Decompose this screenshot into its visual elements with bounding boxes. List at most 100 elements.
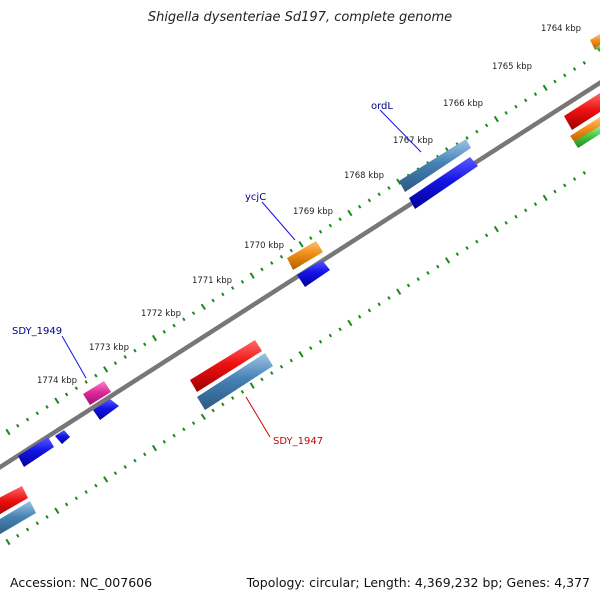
minor-tick: [523, 208, 528, 213]
major-tick: [493, 225, 499, 233]
minor-tick: [25, 417, 30, 422]
leader-ycjC: [261, 201, 296, 241]
minor-tick: [318, 339, 323, 344]
major-tick: [396, 288, 402, 295]
feature-ordL-orf[interactable]: [409, 157, 478, 209]
minor-tick: [426, 271, 430, 275]
feature-SDY_1947[interactable]: [190, 340, 262, 392]
minor-tick: [113, 471, 118, 476]
feature-orf-left-1[interactable]: [18, 437, 54, 467]
minor-tick: [25, 527, 30, 532]
minor-tick: [16, 423, 20, 428]
minor-tick: [484, 233, 489, 238]
outer-tick-track: [5, 60, 587, 436]
major-tick: [103, 366, 109, 373]
minor-tick: [64, 392, 69, 397]
minor-tick: [582, 170, 587, 175]
minor-tick: [309, 236, 313, 240]
minor-tick: [572, 67, 577, 71]
minor-tick: [514, 214, 518, 219]
minor-tick: [377, 192, 381, 197]
minor-tick: [377, 302, 381, 307]
minor-tick: [240, 389, 245, 394]
tick-label: 1765 kbp: [492, 62, 532, 72]
feature-right-green[interactable]: [574, 126, 600, 148]
feature-ycjC-orf[interactable]: [297, 260, 330, 287]
minor-tick: [35, 411, 40, 416]
minor-tick: [35, 521, 40, 526]
major-tick: [493, 115, 499, 123]
feature-ycjC[interactable]: [287, 241, 323, 270]
feature-top-right-orange[interactable]: [590, 34, 600, 50]
minor-tick: [289, 358, 293, 363]
tick-label: 1772 kbp: [141, 309, 181, 319]
minor-tick: [162, 439, 166, 444]
feature-left-steel[interactable]: [0, 501, 36, 537]
tick-label: 1766 kbp: [443, 99, 483, 109]
minor-tick: [475, 239, 479, 244]
minor-tick: [45, 405, 49, 409]
minor-tick: [279, 254, 284, 259]
major-tick: [542, 84, 548, 92]
feature-left-red[interactable]: [0, 486, 28, 517]
minor-tick: [357, 314, 362, 319]
map-title: Shigella dysenteriae Sd197, complete gen…: [147, 10, 453, 25]
minor-tick: [191, 421, 196, 426]
minor-tick: [338, 217, 342, 222]
major-tick: [5, 428, 11, 436]
minor-tick: [328, 223, 333, 228]
minor-tick: [74, 496, 79, 501]
minor-tick: [367, 198, 372, 203]
minor-tick: [16, 533, 20, 538]
minor-tick: [143, 452, 147, 457]
feature-right-red[interactable]: [564, 93, 600, 130]
minor-tick: [162, 329, 166, 334]
feature-right-orange[interactable]: [570, 117, 600, 144]
minor-tick: [84, 380, 88, 384]
minor-tick: [406, 283, 411, 288]
minor-tick: [328, 333, 333, 338]
inner-tick-track: [5, 170, 587, 546]
minor-tick: [84, 490, 88, 494]
minor-tick: [270, 261, 274, 265]
minor-tick: [318, 229, 323, 234]
major-tick: [151, 334, 158, 342]
label-SDY_1947[interactable]: SDY_1947: [273, 436, 323, 447]
label-ordL[interactable]: ordL: [371, 101, 393, 112]
major-tick: [249, 382, 255, 389]
minor-tick: [221, 292, 225, 297]
minor-tick: [533, 92, 538, 97]
minor-tick: [367, 308, 372, 313]
minor-tick: [211, 298, 215, 303]
minor-tick: [436, 264, 440, 269]
minor-tick: [113, 361, 118, 366]
leader-ordL: [379, 109, 422, 153]
feature-top-right-green[interactable]: [595, 45, 600, 52]
minor-tick: [553, 189, 557, 194]
feature-orf-left-2[interactable]: [55, 430, 70, 444]
feature-SDY_1949-orf[interactable]: [93, 399, 119, 420]
minor-tick: [455, 252, 460, 257]
major-tick: [54, 397, 60, 404]
label-ycjC[interactable]: ycjC: [245, 192, 266, 203]
minor-tick: [64, 502, 69, 507]
tick-label: 1764 kbp: [541, 24, 581, 34]
minor-tick: [221, 402, 225, 407]
minor-tick: [123, 465, 127, 469]
minor-tick: [582, 60, 587, 65]
minor-tick: [533, 202, 538, 207]
minor-tick: [553, 79, 557, 84]
minor-tick: [230, 286, 235, 290]
minor-tick: [514, 104, 518, 109]
minor-tick: [270, 371, 274, 375]
minor-tick: [230, 396, 235, 400]
feature-SDY_1947-cds[interactable]: [197, 353, 273, 410]
feature-ordL[interactable]: [399, 139, 471, 192]
feature-SDY_1949[interactable]: [83, 381, 111, 405]
minor-tick: [211, 408, 215, 413]
minor-tick: [504, 220, 508, 225]
minor-tick: [475, 129, 479, 134]
label-SDY_1949[interactable]: SDY_1949: [12, 326, 62, 337]
major-tick: [396, 178, 402, 185]
